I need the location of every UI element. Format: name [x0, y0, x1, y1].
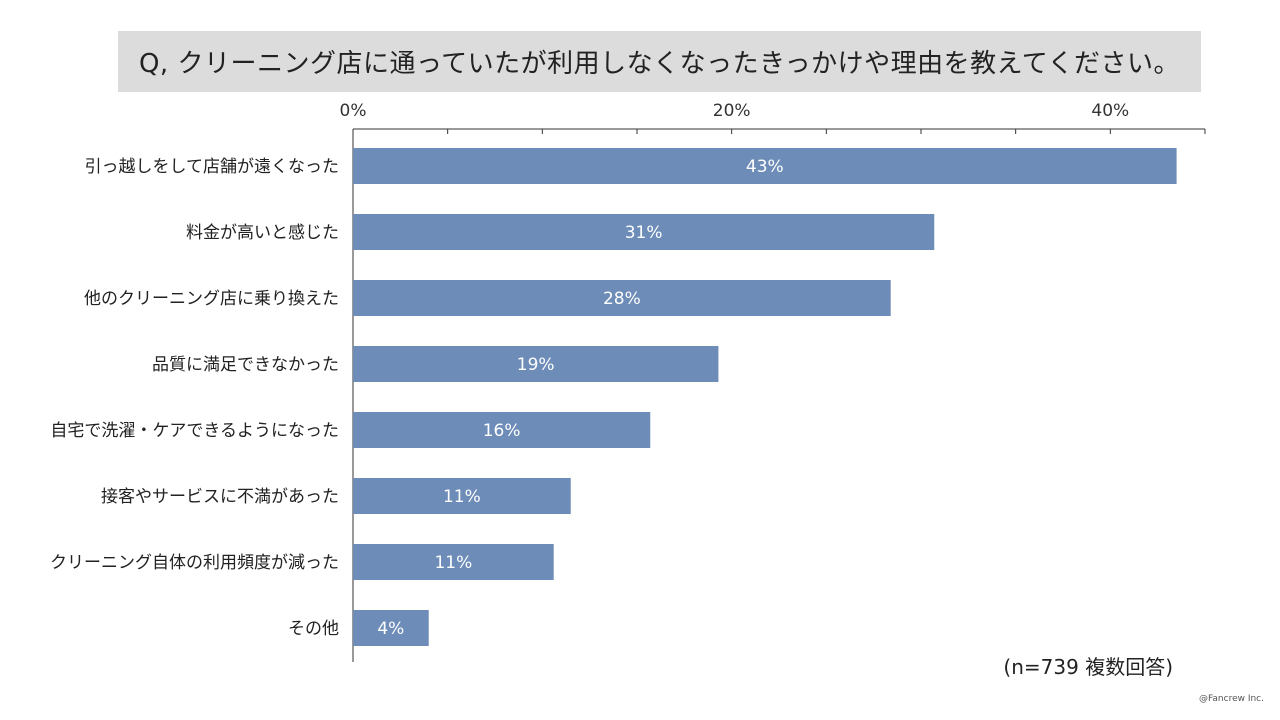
x-tick-label: 20% — [713, 101, 751, 121]
bar-value-label: 11% — [434, 553, 472, 573]
bar-value-label: 16% — [483, 421, 521, 441]
category-label: 品質に満足できなかった — [152, 355, 339, 375]
chart-title-bar: Q, クリーニング店に通っていたが利用しなくなったきっかけや理由を教えてください… — [118, 31, 1201, 92]
bar-value-label: 28% — [603, 289, 641, 309]
bar — [353, 148, 1177, 184]
bar — [353, 610, 429, 646]
category-label: 自宅で洗濯・ケアできるようになった — [50, 421, 339, 441]
sample-note: (n=739 複数回答) — [1003, 655, 1173, 679]
bar-value-label: 11% — [443, 487, 481, 507]
bar-value-label: 19% — [517, 355, 555, 375]
bar — [353, 478, 571, 514]
category-label: その他 — [288, 619, 339, 639]
bar — [353, 544, 554, 580]
category-label: クリーニング自体の利用頻度が減った — [50, 553, 339, 573]
category-label: 料金が高いと感じた — [186, 223, 339, 243]
bar-value-label: 43% — [746, 157, 784, 177]
copyright-credit: @Fancrew Inc. — [1199, 694, 1264, 704]
category-label: 引っ越しをして店舗が遠くなった — [85, 157, 340, 177]
bar-value-label: 31% — [625, 223, 663, 243]
bar — [353, 346, 719, 382]
bar — [353, 214, 935, 250]
category-label: 接客やサービスに不満があった — [101, 487, 339, 507]
category-label: 他のクリーニング店に乗り換えた — [84, 289, 339, 309]
chart-title: Q, クリーニング店に通っていたが利用しなくなったきっかけや理由を教えてください… — [138, 49, 1181, 79]
bar — [353, 412, 651, 448]
x-tick-label: 0% — [340, 101, 367, 121]
x-tick-label: 40% — [1091, 101, 1129, 121]
bar — [353, 280, 891, 316]
bar-value-label: 4% — [377, 619, 404, 639]
